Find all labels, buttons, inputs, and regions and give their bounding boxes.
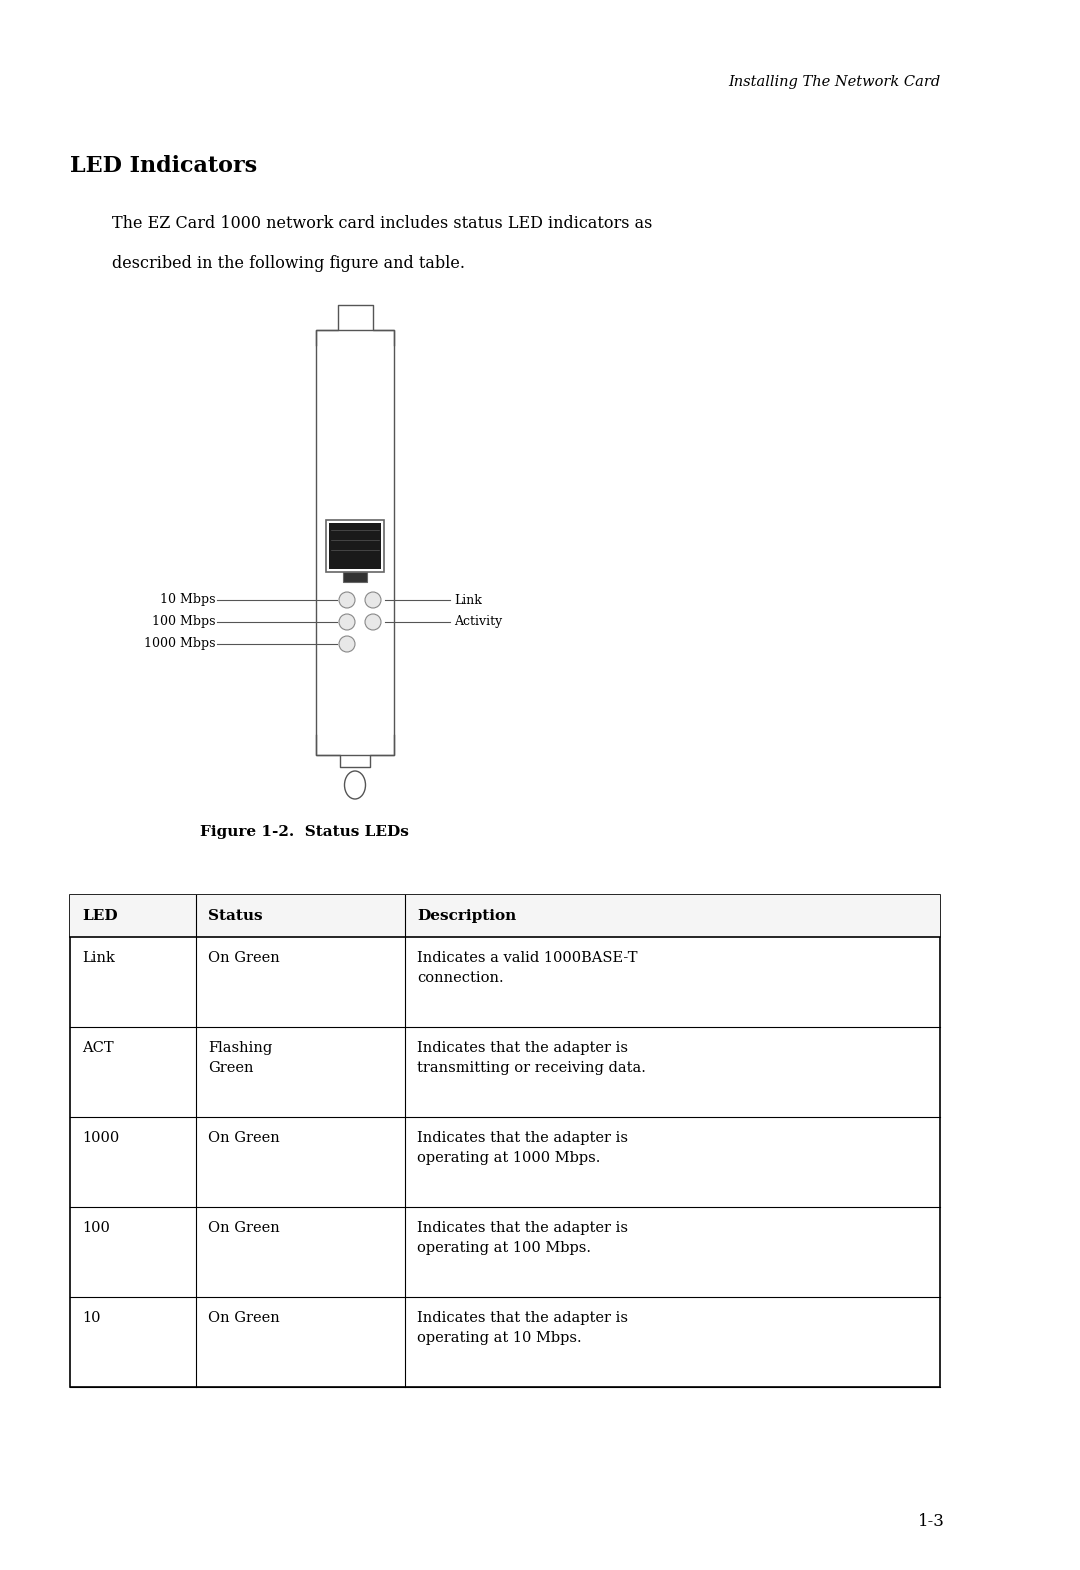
Text: The EZ Card 1000 network card includes status LED indicators as: The EZ Card 1000 network card includes s…: [112, 215, 652, 232]
Bar: [316, 330, 394, 755]
Text: Link: Link: [454, 593, 482, 606]
Circle shape: [365, 592, 381, 608]
Text: Installing The Network Card: Installing The Network Card: [728, 75, 940, 89]
Text: Flashing
Green: Flashing Green: [208, 1041, 272, 1075]
Ellipse shape: [345, 771, 365, 799]
Text: Activity: Activity: [454, 615, 502, 628]
Bar: [343, 571, 367, 582]
Text: Link: Link: [82, 951, 114, 966]
Circle shape: [365, 614, 381, 630]
Text: 1000: 1000: [82, 1130, 119, 1145]
Text: LED Indicators: LED Indicators: [70, 155, 257, 177]
Text: 100 Mbps: 100 Mbps: [151, 615, 215, 628]
Text: On Green: On Green: [208, 1130, 280, 1145]
Bar: [326, 520, 384, 571]
Bar: [70, 895, 940, 1386]
Text: 100: 100: [82, 1221, 110, 1236]
Text: 1000 Mbps: 1000 Mbps: [144, 637, 215, 650]
Circle shape: [339, 636, 355, 652]
Text: Description: Description: [417, 909, 516, 923]
Text: Indicates that the adapter is
operating at 100 Mbps.: Indicates that the adapter is operating …: [417, 1221, 627, 1254]
Bar: [70, 895, 940, 937]
Text: LED: LED: [82, 909, 118, 923]
Text: ACT: ACT: [82, 1041, 113, 1055]
Bar: [329, 523, 381, 568]
Circle shape: [339, 614, 355, 630]
Circle shape: [339, 592, 355, 608]
Text: On Green: On Green: [208, 1221, 280, 1236]
Text: Indicates that the adapter is
transmitting or receiving data.: Indicates that the adapter is transmitti…: [417, 1041, 646, 1075]
Text: On Green: On Green: [208, 951, 280, 966]
Text: 10: 10: [82, 1311, 100, 1325]
Text: Figure 1-2.  Status LEDs: Figure 1-2. Status LEDs: [200, 824, 409, 838]
Text: Indicates that the adapter is
operating at 10 Mbps.: Indicates that the adapter is operating …: [417, 1311, 627, 1345]
Text: 1-3: 1-3: [918, 1513, 945, 1531]
Text: Indicates a valid 1000BASE-T
connection.: Indicates a valid 1000BASE-T connection.: [417, 951, 637, 984]
Text: Indicates that the adapter is
operating at 1000 Mbps.: Indicates that the adapter is operating …: [417, 1130, 627, 1165]
Text: described in the following figure and table.: described in the following figure and ta…: [112, 254, 465, 272]
Text: Status: Status: [208, 909, 262, 923]
Text: On Green: On Green: [208, 1311, 280, 1325]
Text: 10 Mbps: 10 Mbps: [160, 593, 215, 606]
